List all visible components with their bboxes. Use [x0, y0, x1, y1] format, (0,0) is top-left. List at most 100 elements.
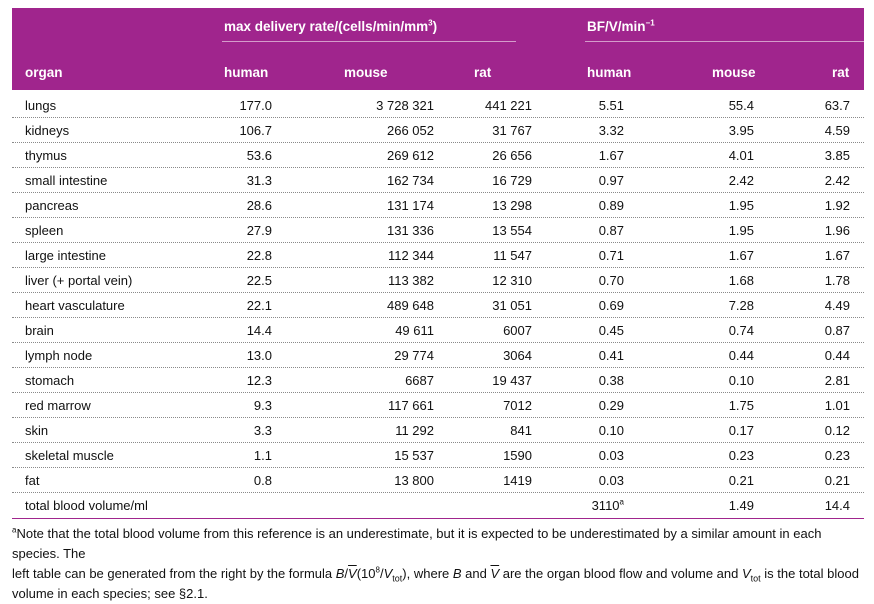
cell-mouse-rate: 162 734: [387, 173, 434, 188]
cell-rat-rate: 841: [510, 423, 532, 438]
cell-rat-rate: 12 310: [492, 273, 532, 288]
cell-human-rate: 9.3: [253, 398, 272, 413]
cell-organ: liver (+ portal vein): [25, 273, 133, 288]
group-rule-right: [585, 41, 864, 42]
cell-human-bf: 0.87: [598, 223, 624, 238]
cell-mouse-rate: 131 336: [387, 223, 434, 238]
footnote-line-1: aNote that the total blood volume from t…: [12, 525, 822, 561]
cell-rat-bf: 0.87: [824, 323, 850, 338]
cell-organ: pancreas: [25, 198, 79, 213]
cell-human-bf: 0.45: [598, 323, 624, 338]
cell-human-rate: 0.8: [253, 473, 272, 488]
cell-rat-rate: 441 221: [485, 98, 532, 113]
cell-organ: lymph node: [25, 348, 93, 363]
cell-human-rate: 53.6: [246, 148, 272, 163]
cell-human-bf: 3.32: [598, 123, 624, 138]
cell-rat-bf: 1.92: [824, 198, 850, 213]
table-row: stomach 12.3 6687 19 437 0.38 0.10 2.81: [12, 367, 864, 393]
cell-rat-bf: 2.81: [824, 373, 850, 388]
table-header-column-row: organ human mouse rat human mouse rat: [12, 55, 864, 90]
cell-rat-bf: 4.59: [824, 123, 850, 138]
cell-human-rate: 1.1: [253, 448, 272, 463]
table-row: liver (+ portal vein) 22.5 113 382 12 310 0.…: [12, 267, 864, 293]
cell-human-bf: 5.51: [598, 98, 624, 113]
cell-rat-bf: 1.01: [824, 398, 850, 413]
cell-human-rate: 3.3: [253, 423, 272, 438]
group-header-bf: BF/V/min−1: [587, 18, 655, 34]
table-footnote: aNote that the total blood volume from t…: [12, 524, 864, 604]
cell-rat-rate: 13 554: [492, 223, 532, 238]
cell-rat-rate: 19 437: [492, 373, 532, 388]
cell-mouse-rate: 29 774: [394, 348, 434, 363]
cell-mouse-bf: 1.67: [728, 248, 754, 263]
cell-human-rate: 13.0: [246, 348, 272, 363]
cell-mouse-bf: 0.10: [728, 373, 754, 388]
table-row-total: total blood volume/ml 3110a 1.49 14.4: [12, 492, 864, 517]
cell-human-rate: 22.8: [246, 248, 272, 263]
cell-mouse-bf: 4.01: [728, 148, 754, 163]
col-header-bf-human: human: [587, 65, 632, 80]
table-row: red marrow 9.3 117 661 7012 0.29 1.75 1.01: [12, 392, 864, 418]
cell-mouse-bf: 1.49: [728, 498, 754, 513]
cell-human-bf: 0.29: [598, 398, 624, 413]
cell-organ: skin: [25, 423, 49, 438]
cell-human-rate: 177.0: [239, 98, 272, 113]
cell-human-rate: 106.7: [239, 123, 272, 138]
cell-rat-bf: 1.78: [824, 273, 850, 288]
table-row: brain 14.4 49 611 6007 0.45 0.74 0.87: [12, 317, 864, 343]
cell-mouse-bf: 1.95: [728, 223, 754, 238]
table-row: small intestine 31.3 162 734 16 729 0.97 2.42…: [12, 167, 864, 193]
cell-human-bf: 0.71: [598, 248, 624, 263]
cell-mouse-bf: 55.4: [728, 98, 754, 113]
cell-human-rate: 22.1: [246, 298, 272, 313]
table-row: heart vasculature 22.1 489 648 31 051 0.69 7.…: [12, 292, 864, 318]
cell-rat-bf: 63.7: [824, 98, 850, 113]
cell-rat-bf: 0.12: [824, 423, 850, 438]
cell-human-rate: 22.5: [246, 273, 272, 288]
cell-organ: large intestine: [25, 248, 106, 263]
cell-rat-bf: 0.44: [824, 348, 850, 363]
cell-mouse-rate: 131 174: [387, 198, 434, 213]
col-header-bf-rat: rat: [832, 65, 850, 80]
cell-mouse-bf: 1.95: [728, 198, 754, 213]
group-header-delivery-rate: max delivery rate/(cells/min/mm3): [224, 18, 438, 34]
cell-rat-bf: 3.85: [824, 148, 850, 163]
cell-organ: spleen: [25, 223, 64, 238]
cell-rat-bf: 4.49: [824, 298, 850, 313]
cell-organ: heart vasculature: [25, 298, 125, 313]
group-rule-left: [222, 41, 516, 42]
cell-rat-rate: 13 298: [492, 198, 532, 213]
table-row: lungs 177.0 3 728 321 441 221 5.51 55.4 63.7: [12, 92, 864, 118]
cell-mouse-bf: 0.74: [728, 323, 754, 338]
cell-human-rate: 12.3: [246, 373, 272, 388]
table-row: kidneys 106.7 266 052 31 767 3.32 3.95 4.59: [12, 117, 864, 143]
cell-mouse-rate: 6687: [405, 373, 434, 388]
col-header-human: human: [224, 65, 269, 80]
cell-human-rate: 14.4: [246, 323, 272, 338]
footnote-line-3: volume in each species; see §2.1.: [12, 586, 208, 601]
cell-organ: skeletal muscle: [25, 448, 114, 463]
cell-organ: total blood volume/ml: [25, 498, 148, 513]
cell-mouse-rate: 15 537: [394, 448, 434, 463]
cell-mouse-rate: 3 728 321: [376, 98, 434, 113]
cell-mouse-bf: 7.28: [728, 298, 754, 313]
cell-rat-rate: 26 656: [492, 148, 532, 163]
cell-mouse-bf: 0.17: [728, 423, 754, 438]
cell-organ: kidneys: [25, 123, 70, 138]
table-header-group-row: max delivery rate/(cells/min/mm3) BF/V/m…: [12, 8, 864, 55]
cell-mouse-bf: 1.75: [728, 398, 754, 413]
cell-human-bf: 0.70: [598, 273, 624, 288]
cell-organ: small intestine: [25, 173, 108, 188]
cell-human-bf: 0.89: [598, 198, 624, 213]
cell-organ: fat: [25, 473, 40, 488]
cell-mouse-rate: 113 382: [387, 273, 434, 288]
cell-human-bf: 0.38: [598, 373, 624, 388]
table-bottom-rule: [12, 518, 864, 519]
cell-organ: lungs: [25, 98, 57, 113]
cell-rat-rate: 11 547: [493, 248, 532, 263]
cell-rat-rate: 1419: [503, 473, 532, 488]
cell-mouse-rate: 112 344: [387, 248, 434, 263]
cell-rat-rate: 1590: [503, 448, 532, 463]
cell-rat-bf: 2.42: [824, 173, 850, 188]
